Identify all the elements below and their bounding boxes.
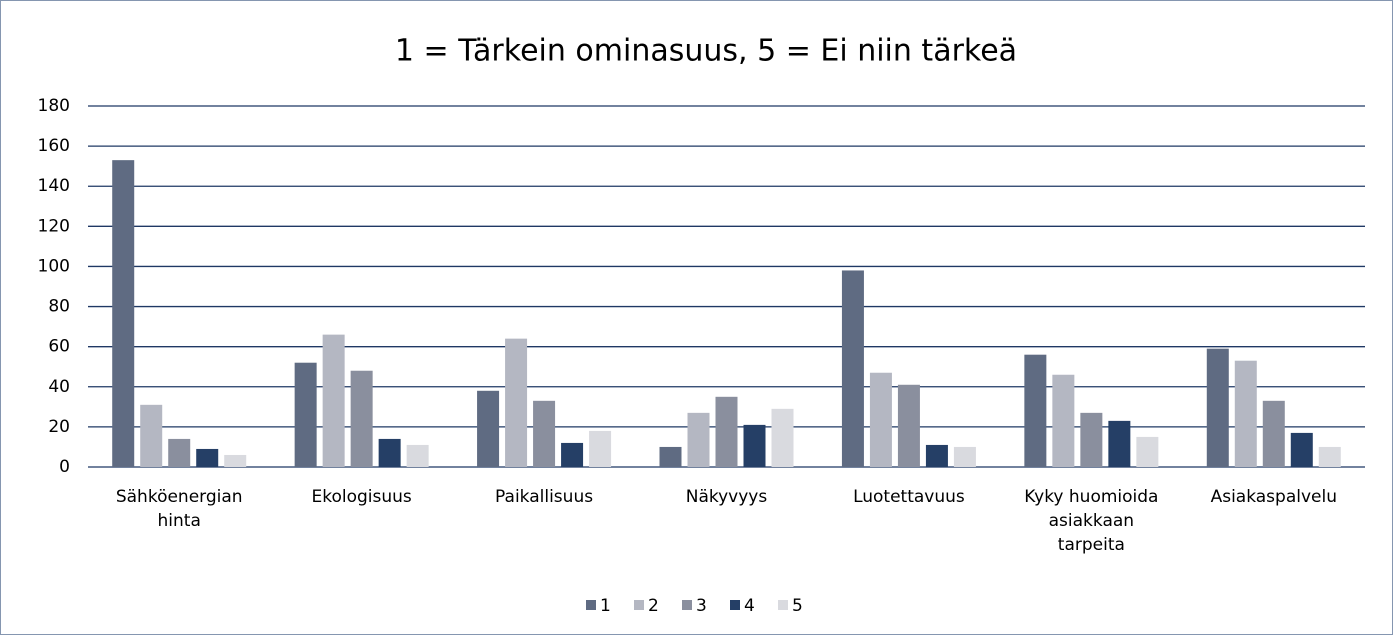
y-tick-label: 20 (48, 417, 70, 437)
bar (589, 430, 612, 467)
x-tick-label: Luotettavuus (853, 487, 965, 507)
bar (1206, 348, 1229, 467)
bar (168, 438, 191, 467)
y-tick-label: 180 (38, 96, 70, 116)
x-tick-label: Kyky huomioida asiakkaan tarpeita (1024, 487, 1158, 555)
bar (1234, 360, 1257, 467)
y-tick-label: 60 (48, 337, 70, 357)
bar (322, 334, 345, 467)
y-tick-label: 160 (38, 136, 70, 156)
legend-swatch (682, 600, 692, 610)
x-tick-label: Sähköenergian hinta (116, 487, 243, 531)
bar (841, 270, 864, 467)
bar (687, 412, 710, 467)
x-tick-label: Ekologisuus (311, 487, 411, 507)
chart-title: 1 = Tärkein ominasuus, 5 = Ei niin tärke… (395, 34, 1017, 69)
bar (659, 446, 682, 467)
bar (869, 372, 892, 467)
legend-label: 4 (744, 596, 755, 616)
bar (196, 448, 219, 467)
bar (1108, 420, 1131, 467)
bar (1080, 412, 1103, 467)
legend-swatch (586, 600, 596, 610)
bar (294, 362, 317, 467)
bar (140, 404, 163, 467)
bar (350, 370, 373, 467)
legend-swatch (634, 600, 644, 610)
legend-label: 2 (648, 596, 659, 616)
x-tick-label: Paikallisuus (495, 487, 593, 507)
legend-swatch (778, 600, 788, 610)
legend-label: 3 (696, 596, 707, 616)
bar (406, 444, 429, 467)
legend-swatch (730, 600, 740, 610)
bar (224, 454, 247, 467)
legend-label: 1 (600, 596, 611, 616)
y-tick-label: 40 (48, 377, 70, 397)
bar (1318, 446, 1341, 467)
bar (771, 408, 794, 467)
bar (477, 390, 500, 467)
bar (112, 160, 135, 467)
bar (715, 396, 738, 467)
y-tick-label: 140 (38, 176, 70, 196)
bar (743, 424, 766, 467)
x-tick-label: Asiakaspalvelu (1211, 487, 1337, 507)
x-tick-label: Näkyvyys (686, 487, 768, 507)
bar (1290, 432, 1313, 467)
bar (1052, 374, 1075, 467)
bar (505, 338, 528, 467)
bar (897, 384, 920, 467)
bar (1136, 436, 1159, 467)
bar (953, 446, 976, 467)
bar (1262, 400, 1285, 467)
y-tick-label: 100 (38, 256, 70, 276)
legend-label: 5 (792, 596, 803, 616)
bar (561, 442, 584, 467)
bar (533, 400, 556, 467)
bar (925, 444, 948, 467)
y-tick-label: 0 (59, 457, 70, 477)
y-tick-label: 120 (38, 216, 70, 236)
bar (1024, 354, 1047, 467)
bar (378, 438, 401, 467)
y-tick-label: 80 (48, 297, 70, 317)
